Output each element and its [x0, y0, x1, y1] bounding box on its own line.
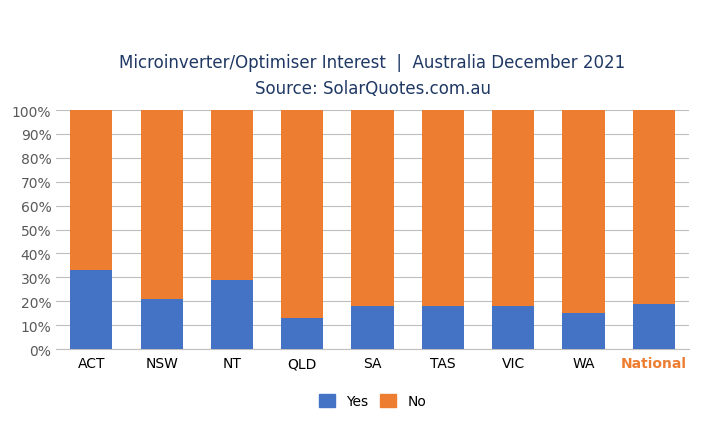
Bar — [211, 111, 253, 280]
Bar — [492, 306, 534, 349]
Bar — [141, 299, 183, 349]
Bar — [281, 318, 323, 349]
Title: Microinverter/Optimiser Interest  |  Australia December 2021
Source: SolarQuotes: Microinverter/Optimiser Interest | Austr… — [120, 54, 626, 98]
Bar — [70, 271, 112, 349]
Bar — [633, 111, 675, 304]
Bar — [492, 111, 534, 306]
Bar — [562, 314, 605, 349]
Bar — [422, 306, 464, 349]
Bar — [422, 111, 464, 306]
Legend: Yes, No: Yes, No — [314, 389, 432, 414]
Bar — [633, 304, 675, 349]
Bar — [352, 111, 394, 306]
Bar — [141, 111, 183, 299]
Bar — [352, 306, 394, 349]
Bar — [70, 111, 112, 271]
Bar — [562, 111, 605, 314]
Bar — [211, 280, 253, 349]
Bar — [281, 111, 323, 318]
